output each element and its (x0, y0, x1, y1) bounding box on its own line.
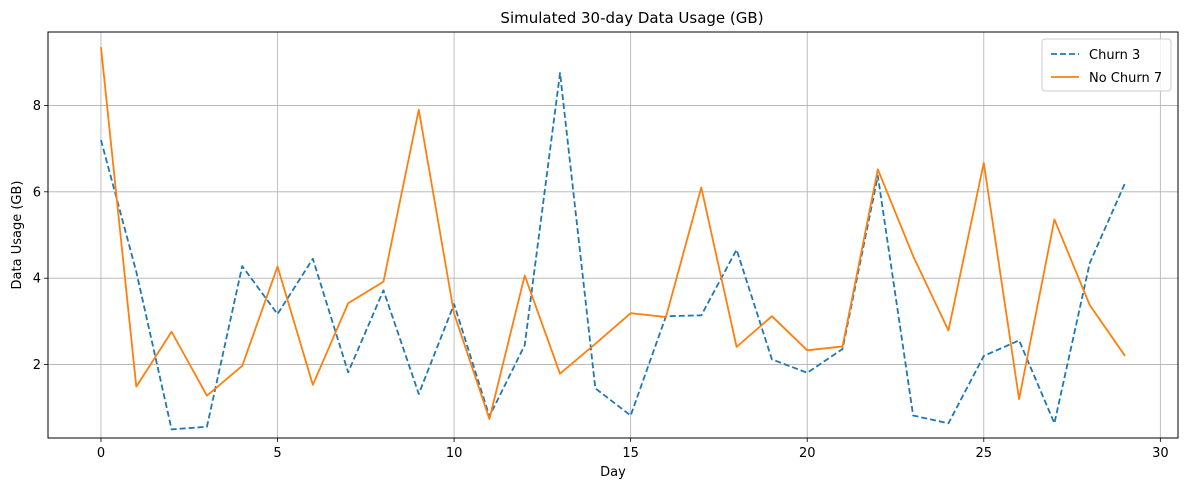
plot-area-frame (47, 31, 1179, 439)
series-line-no-churn (100, 47, 1126, 420)
series-lines (100, 47, 1126, 431)
x-axis-label: Day (600, 465, 626, 480)
x-tick-label: 20 (799, 446, 816, 461)
legend-label-churn: Churn 3 (1089, 48, 1140, 63)
axis-ticks: 0 5 10 15 20 25 30 2 4 6 8 (33, 99, 1169, 461)
legend: Churn 3 No Churn 7 (1041, 38, 1172, 92)
x-tick-label: 10 (446, 446, 463, 461)
y-tick-label: 4 (33, 272, 41, 287)
chart-title: Simulated 30-day Data Usage (GB) (500, 9, 763, 27)
legend-label-no-churn: No Churn 7 (1089, 71, 1162, 86)
legend-box (1041, 38, 1172, 92)
x-tick-label: 0 (97, 446, 105, 461)
y-axis-label: Data Usage (GB) (10, 181, 25, 290)
x-tick-label: 5 (273, 446, 281, 461)
y-tick-label: 8 (33, 99, 41, 114)
x-tick-label: 15 (622, 446, 639, 461)
y-tick-label: 2 (33, 358, 41, 373)
series-line-churn (100, 72, 1126, 431)
x-tick-label: 30 (1152, 446, 1169, 461)
y-tick-label: 6 (33, 185, 41, 200)
x-tick-label: 25 (976, 446, 993, 461)
grid-lines (48, 32, 1178, 438)
